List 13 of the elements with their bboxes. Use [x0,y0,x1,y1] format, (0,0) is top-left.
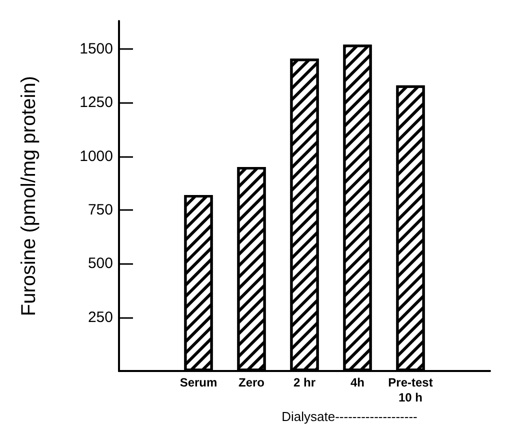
x-tick-label: 2 hr [293,376,316,390]
y-tick-label: 1000 [80,148,113,165]
x-tick-label: 4h [350,376,365,390]
x-tick-label: Serum [180,376,218,390]
y-tick-label: 250 [88,308,113,326]
y-tick-label: 750 [88,202,113,219]
y-axis-title: Furosine (pmol/mg protein) [18,76,40,316]
y-tick-label: 500 [88,255,113,272]
x-axis-title: Dialysate------------------- [282,409,418,424]
y-tick-label: 1250 [80,94,113,112]
x-tick-label: Zero [238,376,265,390]
x-tick-label: Pre-test 10 h [388,376,433,405]
y-tick-label: 1500 [80,40,113,58]
